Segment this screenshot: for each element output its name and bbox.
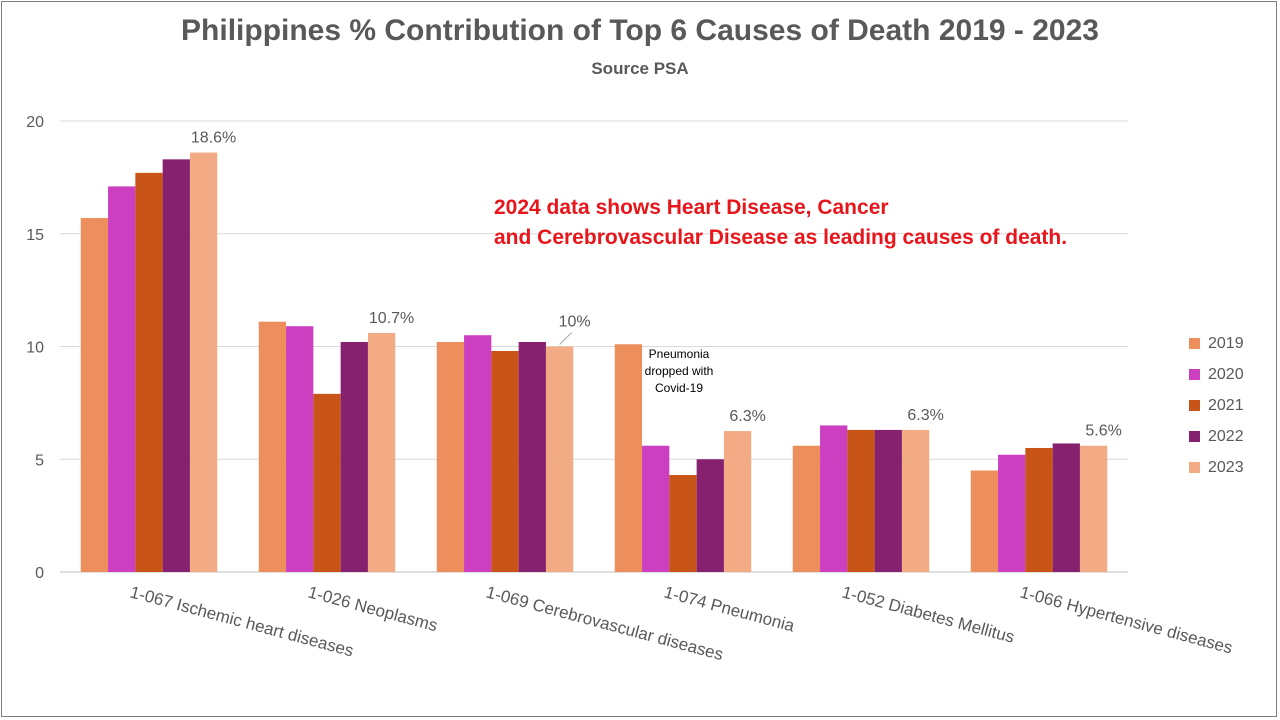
bar <box>614 344 643 572</box>
legend-swatch <box>1189 400 1200 411</box>
bar <box>135 172 163 573</box>
y-tick-label: 15 <box>26 227 44 244</box>
x-category-label: 1-074 Pneumonia <box>662 583 797 636</box>
bar <box>340 341 368 572</box>
legend-item: 2023 <box>1189 452 1244 483</box>
bar <box>464 335 492 572</box>
bar <box>820 425 848 572</box>
data-label: 6.3% <box>729 408 765 425</box>
bar <box>696 459 724 572</box>
x-category-label: 1-066 Hypertensive diseases <box>1018 583 1235 658</box>
bar <box>80 217 109 572</box>
bar <box>313 393 341 572</box>
legend-swatch <box>1189 431 1200 442</box>
legend-swatch <box>1189 369 1200 380</box>
bar <box>669 475 697 572</box>
data-label: 18.6% <box>191 130 236 147</box>
data-label-leader <box>559 332 572 345</box>
legend-label: 2023 <box>1208 458 1244 476</box>
bar <box>518 341 546 572</box>
legend-label: 2019 <box>1208 334 1244 352</box>
x-category-label: 1-052 Diabetes Mellitus <box>840 583 1017 647</box>
legend-item: 2020 <box>1189 359 1244 390</box>
data-label: 6.3% <box>907 407 943 424</box>
legend-label: 2022 <box>1208 427 1244 445</box>
data-label: 10% <box>559 314 591 331</box>
legend-item: 2019 <box>1189 328 1244 359</box>
legend-swatch <box>1189 338 1200 349</box>
legend-item: 2021 <box>1189 390 1244 421</box>
bar <box>874 429 902 572</box>
x-category-label: 1-026 Neoplasms <box>306 583 440 636</box>
bar <box>162 159 190 572</box>
bar <box>723 431 752 572</box>
bar <box>847 429 875 572</box>
legend-label: 2021 <box>1208 396 1244 414</box>
legend: 2019 2020 2021 2022 2023 <box>1189 328 1244 483</box>
bar <box>108 186 136 572</box>
chart-title: Philippines % Contribution of Top 6 Caus… <box>181 14 1099 47</box>
y-tick-label: 0 <box>35 565 44 582</box>
data-label: 5.6% <box>1085 423 1121 440</box>
y-tick-label: 5 <box>35 452 44 469</box>
bar <box>491 351 519 572</box>
bar <box>1052 443 1080 572</box>
chart-subtitle: Source PSA <box>591 59 689 78</box>
annotation-note: 2024 data shows Heart Disease, Cancer an… <box>494 193 1067 253</box>
bar <box>286 326 314 572</box>
bar <box>970 470 999 572</box>
legend-swatch <box>1189 462 1200 473</box>
legend-label: 2020 <box>1208 365 1244 383</box>
bar <box>901 429 930 572</box>
annotation-note-line-2: and Cerebrovascular Disease as leading c… <box>494 226 1068 249</box>
callout-line: dropped with <box>645 364 714 378</box>
callout-line: Covid-19 <box>655 381 703 395</box>
bar <box>189 152 218 572</box>
legend-item: 2022 <box>1189 421 1244 452</box>
annotation-note-line-1: 2024 data shows Heart Disease, Cancer <box>494 196 889 219</box>
bar <box>998 454 1026 572</box>
bar <box>642 445 670 572</box>
callout-line: Pneumonia <box>649 347 710 361</box>
bar <box>792 445 821 572</box>
y-tick-label: 10 <box>26 340 44 357</box>
y-tick-label: 20 <box>26 114 44 131</box>
bar <box>258 321 287 572</box>
bar <box>1079 445 1108 572</box>
bar <box>436 341 465 572</box>
bar <box>367 332 396 572</box>
data-label: 10.7% <box>369 310 414 327</box>
bar <box>545 346 574 572</box>
bar <box>1025 447 1053 572</box>
